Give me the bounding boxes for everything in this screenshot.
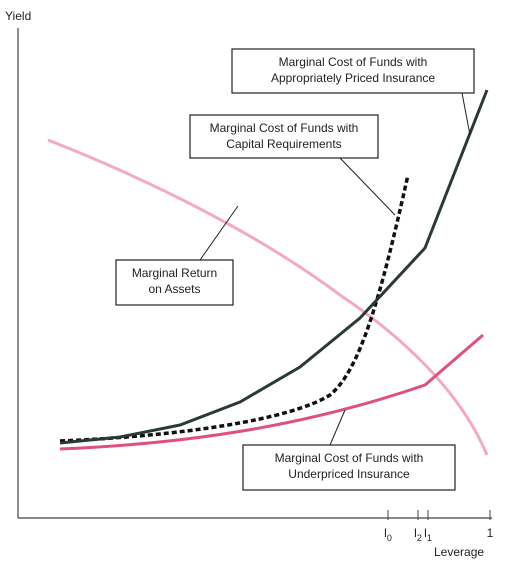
- leader-line: [329, 409, 346, 446]
- label-text: on Assets: [148, 282, 200, 296]
- x-tick-label: l0: [384, 526, 392, 543]
- label-box: [115, 259, 234, 306]
- label-text: Marginal Cost of Funds with: [279, 55, 428, 69]
- x-tick-label: l1: [424, 526, 432, 543]
- leader-line: [199, 205, 239, 261]
- appropriately-priced-curve: [59, 89, 489, 445]
- label-text: Marginal Return: [132, 266, 217, 280]
- x-axis-label: Leverage: [434, 545, 484, 559]
- tick-sub: 1: [427, 533, 432, 543]
- tick-sub: 0: [387, 533, 392, 543]
- tick-base: l: [384, 526, 387, 540]
- tick-base: l: [414, 526, 417, 540]
- leader-line: [339, 157, 396, 216]
- leader-line: [461, 92, 471, 136]
- label-text: Underpriced Insurance: [288, 467, 410, 481]
- underpriced-curve: [59, 333, 484, 451]
- tick-sub: 2: [417, 533, 422, 543]
- tick-base: l: [424, 526, 427, 540]
- tick-base: 1: [487, 526, 494, 540]
- label-box: [189, 114, 379, 159]
- x-tick-label: l2: [414, 526, 422, 543]
- y-axis-label: Yield: [5, 9, 31, 23]
- label-box: [231, 48, 475, 94]
- marginal-return-curve: [47, 138, 489, 456]
- label-text: Capital Requirements: [226, 137, 341, 151]
- x-tick-label: 1: [487, 526, 494, 540]
- capital-requirements-curve: [59, 174, 410, 443]
- label-box: [242, 444, 456, 491]
- label-text: Marginal Cost of Funds with: [210, 121, 359, 135]
- label-text: Marginal Cost of Funds with: [275, 451, 424, 465]
- label-text: Appropriately Priced Insurance: [271, 71, 435, 85]
